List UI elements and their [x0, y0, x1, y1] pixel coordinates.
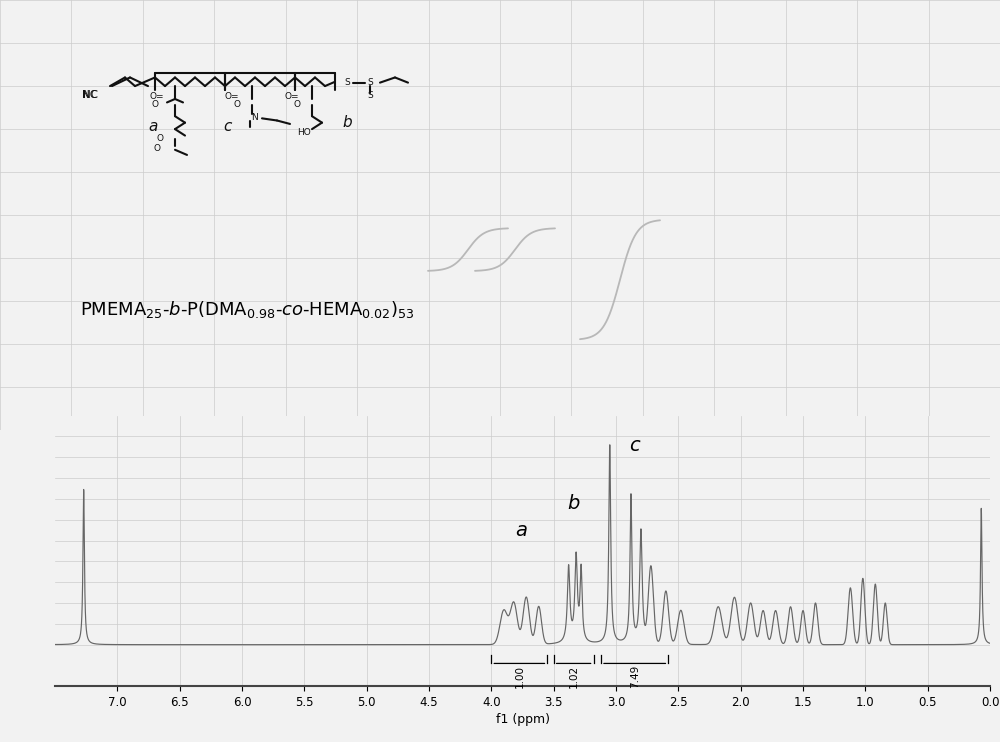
- Text: S: S: [367, 78, 373, 87]
- Text: O: O: [156, 134, 163, 143]
- Text: S: S: [344, 78, 350, 87]
- Text: O=: O=: [285, 92, 299, 102]
- Text: c: c: [223, 119, 231, 134]
- Text: O: O: [234, 99, 240, 108]
- X-axis label: f1 (ppm): f1 (ppm): [496, 713, 550, 726]
- Text: O: O: [152, 99, 158, 108]
- Text: b: b: [567, 494, 580, 513]
- Text: c: c: [629, 436, 640, 455]
- Text: PMEMA$_{25}$-$b$-P(DMA$_{0.98}$-$co$-HEMA$_{0.02}$)$_{53}$: PMEMA$_{25}$-$b$-P(DMA$_{0.98}$-$co$-HEM…: [80, 299, 415, 321]
- Text: a: a: [148, 119, 158, 134]
- Text: HO: HO: [297, 128, 311, 137]
- Text: a: a: [515, 522, 527, 540]
- Text: 1.02: 1.02: [569, 665, 579, 688]
- Text: O=: O=: [150, 92, 164, 102]
- Text: S: S: [367, 91, 373, 100]
- Text: O: O: [294, 99, 300, 108]
- Text: 7.49: 7.49: [630, 665, 640, 688]
- Text: N: N: [251, 113, 257, 122]
- Text: NC: NC: [82, 90, 98, 99]
- Text: O=: O=: [225, 92, 239, 102]
- Text: 1.00: 1.00: [514, 665, 524, 688]
- Text: O: O: [154, 144, 160, 153]
- Text: NC: NC: [83, 90, 99, 99]
- Text: b: b: [342, 115, 352, 130]
